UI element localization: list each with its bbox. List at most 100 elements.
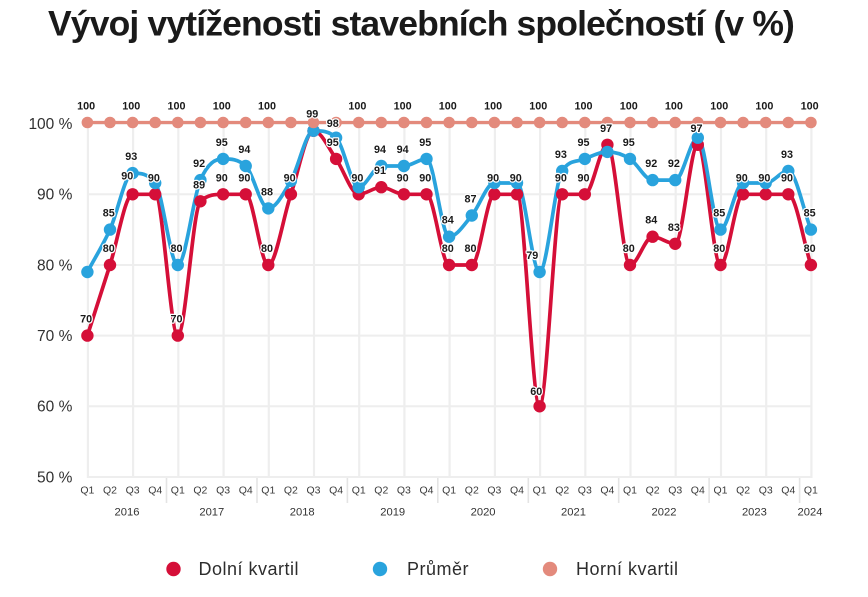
svg-text:100: 100 <box>394 100 412 112</box>
svg-text:90: 90 <box>121 170 133 182</box>
svg-text:90: 90 <box>216 172 228 184</box>
svg-text:95: 95 <box>623 137 635 149</box>
svg-text:2024: 2024 <box>798 507 823 519</box>
svg-text:95: 95 <box>419 137 431 149</box>
svg-text:50 %: 50 % <box>37 469 73 486</box>
svg-text:100: 100 <box>484 100 502 112</box>
svg-text:70: 70 <box>80 314 92 326</box>
svg-text:2020: 2020 <box>471 507 496 519</box>
svg-text:2017: 2017 <box>199 507 224 519</box>
svg-text:90: 90 <box>781 172 793 184</box>
svg-text:Q1: Q1 <box>533 485 547 497</box>
svg-text:Vývoj vytíženosti stavebních s: Vývoj vytíženosti stavebních společností… <box>48 3 794 43</box>
svg-text:88: 88 <box>261 186 273 198</box>
svg-text:Q3: Q3 <box>126 485 140 497</box>
svg-text:Q3: Q3 <box>578 485 592 497</box>
svg-text:2018: 2018 <box>290 507 315 519</box>
svg-text:90: 90 <box>510 172 522 184</box>
svg-text:100: 100 <box>529 100 547 112</box>
svg-text:Q4: Q4 <box>419 485 433 497</box>
svg-text:90: 90 <box>351 172 363 184</box>
svg-text:85: 85 <box>804 208 816 220</box>
svg-text:84: 84 <box>442 215 454 227</box>
svg-text:Q2: Q2 <box>465 485 479 497</box>
svg-text:91: 91 <box>374 165 386 177</box>
svg-text:100: 100 <box>439 100 457 112</box>
svg-text:Horní kvartil: Horní kvartil <box>576 559 679 579</box>
svg-text:90: 90 <box>758 172 770 184</box>
svg-text:83: 83 <box>668 222 680 234</box>
svg-text:90: 90 <box>397 172 409 184</box>
svg-text:80: 80 <box>623 243 635 255</box>
svg-text:Q1: Q1 <box>804 485 818 497</box>
svg-text:Q2: Q2 <box>193 485 207 497</box>
svg-text:100: 100 <box>77 100 95 112</box>
svg-text:100: 100 <box>620 100 638 112</box>
svg-text:Q1: Q1 <box>623 485 637 497</box>
svg-text:90: 90 <box>419 172 431 184</box>
svg-text:Q1: Q1 <box>261 485 275 497</box>
svg-text:2019: 2019 <box>380 507 405 519</box>
svg-text:Průměr: Průměr <box>407 559 469 579</box>
svg-text:Q3: Q3 <box>759 485 773 497</box>
svg-text:Q1: Q1 <box>713 485 727 497</box>
svg-text:94: 94 <box>374 144 386 156</box>
svg-text:Q4: Q4 <box>691 485 705 497</box>
svg-text:80: 80 <box>442 243 454 255</box>
svg-text:97: 97 <box>600 123 612 135</box>
svg-text:60 %: 60 % <box>37 399 73 416</box>
svg-text:Q4: Q4 <box>781 485 795 497</box>
svg-text:90: 90 <box>238 172 250 184</box>
svg-text:Q3: Q3 <box>397 485 411 497</box>
svg-text:89: 89 <box>193 179 205 191</box>
svg-text:Q4: Q4 <box>329 485 343 497</box>
svg-text:100: 100 <box>213 100 231 112</box>
svg-text:Q4: Q4 <box>510 485 524 497</box>
svg-text:Q2: Q2 <box>374 485 388 497</box>
svg-text:80: 80 <box>804 243 816 255</box>
svg-text:60: 60 <box>530 386 542 398</box>
svg-text:Q3: Q3 <box>216 485 230 497</box>
svg-text:87: 87 <box>464 194 476 206</box>
svg-text:93: 93 <box>781 149 793 161</box>
svg-text:93: 93 <box>555 149 567 161</box>
svg-text:Q2: Q2 <box>284 485 298 497</box>
svg-text:80: 80 <box>103 243 115 255</box>
svg-text:Q4: Q4 <box>148 485 162 497</box>
svg-text:94: 94 <box>238 144 250 156</box>
svg-text:95: 95 <box>216 137 228 149</box>
svg-text:84: 84 <box>645 215 657 227</box>
svg-text:70: 70 <box>170 314 182 326</box>
svg-text:Q4: Q4 <box>239 485 253 497</box>
svg-text:93: 93 <box>125 151 137 163</box>
svg-text:Q4: Q4 <box>600 485 614 497</box>
svg-text:100 %: 100 % <box>28 116 72 133</box>
svg-text:Q2: Q2 <box>555 485 569 497</box>
svg-text:94: 94 <box>397 144 409 156</box>
svg-text:Q2: Q2 <box>103 485 117 497</box>
svg-text:92: 92 <box>668 158 680 170</box>
svg-text:100: 100 <box>801 100 819 112</box>
svg-text:Q3: Q3 <box>306 485 320 497</box>
svg-text:79: 79 <box>526 250 538 262</box>
svg-text:99: 99 <box>306 109 318 121</box>
svg-text:80: 80 <box>261 243 273 255</box>
svg-text:100: 100 <box>574 100 592 112</box>
svg-text:70 %: 70 % <box>37 328 73 345</box>
svg-text:Q3: Q3 <box>668 485 682 497</box>
svg-text:2021: 2021 <box>561 507 586 519</box>
svg-text:80: 80 <box>170 243 182 255</box>
svg-text:92: 92 <box>193 158 205 170</box>
svg-text:100: 100 <box>167 100 185 112</box>
svg-text:80 %: 80 % <box>37 257 73 274</box>
svg-text:Q1: Q1 <box>352 485 366 497</box>
svg-text:100: 100 <box>710 100 728 112</box>
svg-text:90: 90 <box>555 172 567 184</box>
svg-text:Q2: Q2 <box>736 485 750 497</box>
svg-text:100: 100 <box>755 100 773 112</box>
svg-text:92: 92 <box>645 158 657 170</box>
svg-text:85: 85 <box>713 208 725 220</box>
svg-text:90: 90 <box>487 172 499 184</box>
svg-text:95: 95 <box>577 137 589 149</box>
svg-text:100: 100 <box>122 100 140 112</box>
